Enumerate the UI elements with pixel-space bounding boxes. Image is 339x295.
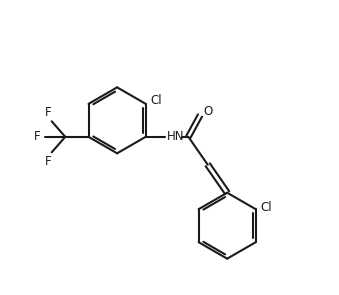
Text: HN: HN [167, 130, 184, 143]
Text: F: F [34, 130, 40, 143]
Text: Cl: Cl [260, 201, 272, 214]
Text: O: O [203, 105, 212, 118]
Text: F: F [45, 106, 52, 119]
Text: F: F [45, 155, 52, 168]
Text: Cl: Cl [150, 94, 162, 107]
